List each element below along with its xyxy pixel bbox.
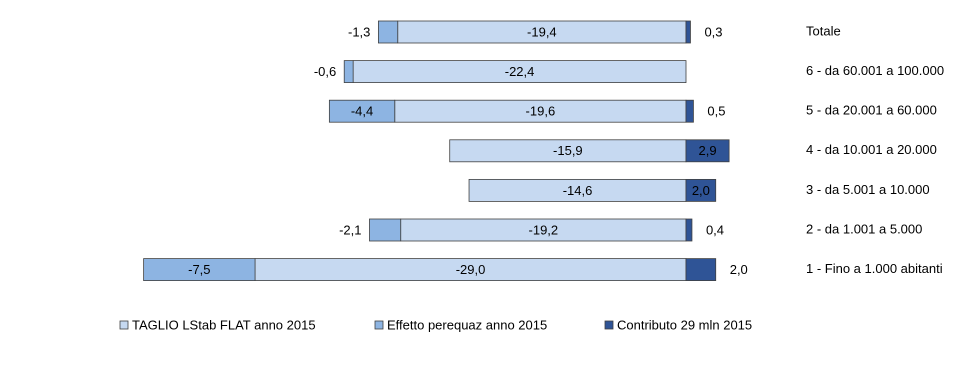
value-label: -19,2 <box>529 222 559 237</box>
value-label: 2,0 <box>692 183 710 198</box>
category-label: 2 - da 1.001 a 5.000 <box>806 221 922 236</box>
value-label: -4,4 <box>351 104 373 119</box>
bar-segment <box>369 218 402 242</box>
legend-label: Effetto perequaz anno 2015 <box>387 317 547 332</box>
bar-segment <box>685 258 717 282</box>
category-label: 4 - da 10.001 a 20.000 <box>806 142 937 157</box>
legend-swatch <box>374 320 384 330</box>
bar-segment <box>343 60 354 83</box>
value-label: -14,6 <box>563 183 593 198</box>
category-label: 6 - da 60.001 a 100.000 <box>806 63 944 78</box>
value-label: 0,5 <box>707 104 725 119</box>
category-label: 3 - da 5.001 a 10.000 <box>806 182 930 197</box>
value-label: -29,0 <box>456 262 486 277</box>
value-label: -22,4 <box>505 64 535 79</box>
value-label: -19,6 <box>526 104 556 119</box>
legend-swatch <box>604 320 614 330</box>
legend-label: TAGLIO LStab FLAT anno 2015 <box>132 317 316 332</box>
legend-swatch <box>119 320 129 330</box>
bar-segment <box>143 258 256 282</box>
bar-segment <box>685 20 691 44</box>
category-label: Totale <box>806 23 841 38</box>
value-label: -7,5 <box>188 262 210 277</box>
bar-segment <box>685 218 693 242</box>
bar-segment <box>685 139 730 163</box>
category-label: 5 - da 20.001 a 60.000 <box>806 103 937 118</box>
bar-segment <box>328 99 396 123</box>
value-label: -1,3 <box>348 24 370 39</box>
value-label: 2,9 <box>699 143 717 158</box>
bar-segment <box>685 99 694 123</box>
value-label: 0,4 <box>706 222 724 237</box>
value-label: -15,9 <box>553 143 583 158</box>
value-label: 0,3 <box>704 24 722 39</box>
value-label: -19,4 <box>527 24 557 39</box>
value-label: 2,0 <box>730 262 748 277</box>
bar-segment <box>685 178 717 202</box>
value-label: -2,1 <box>339 222 361 237</box>
value-label: -0,6 <box>314 64 336 79</box>
legend-label: Contributo 29 mln 2015 <box>617 317 752 332</box>
bar-segment <box>377 20 399 44</box>
category-label: 1 - Fino a 1.000 abitanti <box>806 261 943 276</box>
